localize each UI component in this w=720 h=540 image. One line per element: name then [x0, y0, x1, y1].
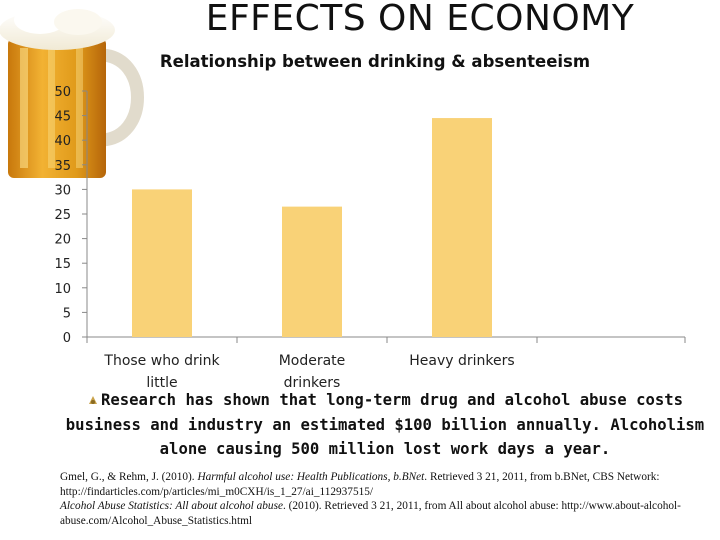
slide-title: EFFECTS ON ECONOMY: [205, 0, 635, 39]
y-tick-label: 35: [54, 159, 71, 174]
reference-2-title: Alcohol Abuse Statistics: All about alco…: [60, 500, 283, 512]
y-tick-label: 25: [54, 208, 71, 223]
bullet-icon: [88, 396, 97, 404]
body-paragraph: Research has shown that long-term drug a…: [60, 388, 710, 462]
y-tick-label: 5: [63, 306, 71, 321]
reference-1-title: Harmful alcohol use: Health Publications…: [197, 471, 425, 483]
references: Gmel, G., & Rehm, J. (2010). Harmful alc…: [60, 470, 700, 528]
y-tick-label: 15: [54, 257, 71, 272]
y-tick-label: 10: [54, 282, 71, 297]
reference-1-authors: Gmel, G., & Rehm, J. (2010).: [60, 471, 198, 483]
x-category-label: Moderate drinkers: [279, 353, 346, 391]
bar-3: [432, 118, 492, 337]
beer-mug-image: [0, 6, 144, 178]
body-text: Research has shown that long-term drug a…: [65, 391, 705, 458]
reference-1-details: . Retrieved 3 21, 2011, from b.BNet, CBS…: [60, 471, 660, 498]
y-tick-label: 50: [54, 85, 71, 100]
chart-title: Relationship between drinking & absentee…: [159, 52, 591, 71]
reference-2-details: . (2010). Retrieved 3 21, 2011, from All…: [60, 500, 681, 527]
y-tick-label: 30: [54, 183, 71, 198]
reference-2: Alcohol Abuse Statistics: All about alco…: [60, 499, 700, 528]
bar-1: [132, 189, 192, 337]
reference-1: Gmel, G., & Rehm, J. (2010). Harmful alc…: [60, 470, 700, 499]
y-tick-label: 40: [54, 134, 71, 149]
bar-2: [282, 206, 342, 337]
x-category-label: Those who drink little: [103, 353, 220, 391]
y-tick-label: 45: [54, 110, 71, 125]
bar-chart: 0 5 10 15 20 25 30 35 40 45 50 Those who drink littl…: [54, 85, 686, 391]
y-tick-label: 0: [63, 331, 71, 346]
x-category-label: Heavy drinkers: [409, 353, 514, 369]
y-tick-label: 20: [54, 233, 71, 248]
